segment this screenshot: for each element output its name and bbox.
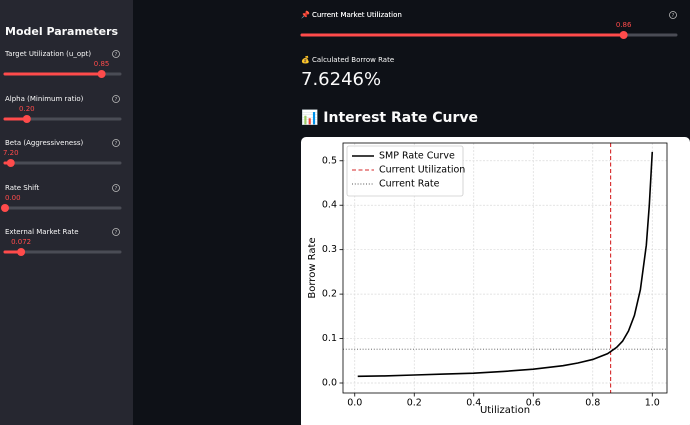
slider-thumb[interactable]: [6, 159, 15, 167]
x-tick-label: 1.0: [645, 398, 660, 409]
slider-label: Rate Shift: [5, 184, 39, 192]
help-icon-mark: ?: [115, 97, 118, 103]
slider-thumb[interactable]: [619, 31, 628, 39]
y-tick-label: 0.0: [322, 378, 337, 389]
help-icon-mark: ?: [115, 230, 118, 236]
y-tick-label: 0.4: [322, 200, 337, 211]
slider-label: 📌 Current Market Utilization: [301, 10, 402, 19]
legend-label: Current Rate: [379, 179, 440, 190]
slider-thumb[interactable]: [22, 115, 31, 123]
plot-frame: [342, 142, 668, 394]
slider-label: External Market Rate: [5, 228, 79, 236]
help-icon-mark: ?: [115, 186, 118, 192]
slider-label: Alpha (Minimum ratio): [5, 95, 84, 103]
x-axis-label: Utilization: [480, 405, 530, 416]
help-icon[interactable]: [112, 228, 120, 236]
x-tick-label: 0.4: [466, 398, 481, 409]
x-tick-label: 0.2: [407, 398, 422, 409]
slider-label: 📌 Current Market Utilization: [301, 10, 402, 19]
slider-value: 0.86: [616, 21, 632, 29]
legend-box: [346, 145, 464, 197]
x-tick-label: 0.6: [526, 398, 541, 409]
section-header: 📊 Interest Rate Curve: [301, 109, 478, 126]
y-tick-label: 0.3: [322, 244, 337, 255]
slider-value: 0.85: [94, 60, 110, 68]
slider-thumb[interactable]: [97, 70, 106, 78]
slider-value: 0.00: [5, 194, 21, 202]
y-tick-label: 0.2: [322, 289, 337, 300]
help-icon-mark: ?: [672, 13, 675, 19]
slider-label: Target Utilization (u_opt): [4, 50, 91, 58]
help-icon-mark: ?: [115, 141, 118, 147]
help-icon[interactable]: [112, 184, 120, 192]
sidebar: [0, 0, 133, 425]
slider-value: 7.20: [3, 149, 19, 157]
slider-label: Beta (Aggressiveness): [5, 139, 84, 147]
help-icon[interactable]: [112, 95, 120, 103]
x-tick-label: 0.8: [585, 398, 600, 409]
y-axis-label: Borrow Rate: [307, 237, 318, 298]
help-icon[interactable]: [112, 50, 120, 58]
slider-value: 0.072: [11, 238, 31, 246]
line-series: [357, 151, 654, 378]
metric-label: 💰 Calculated Borrow Rate: [301, 55, 394, 64]
slider-value: 0.20: [19, 105, 35, 113]
help-icon-mark: ?: [115, 52, 118, 58]
help-icon[interactable]: [669, 11, 677, 19]
legend-label: Current Utilization: [379, 165, 465, 176]
help-icon[interactable]: [112, 139, 120, 147]
slider-thumb[interactable]: [17, 248, 26, 256]
y-tick-label: 0.5: [322, 155, 337, 166]
sidebar-title: Model Parameters: [5, 25, 119, 38]
legend-label: SMP Rate Curve: [379, 151, 455, 162]
metric-value: 7.6246%: [301, 69, 381, 90]
slider-thumb[interactable]: [1, 204, 9, 212]
y-tick-label: 0.1: [322, 333, 337, 344]
x-tick-label: 0.0: [347, 398, 362, 409]
